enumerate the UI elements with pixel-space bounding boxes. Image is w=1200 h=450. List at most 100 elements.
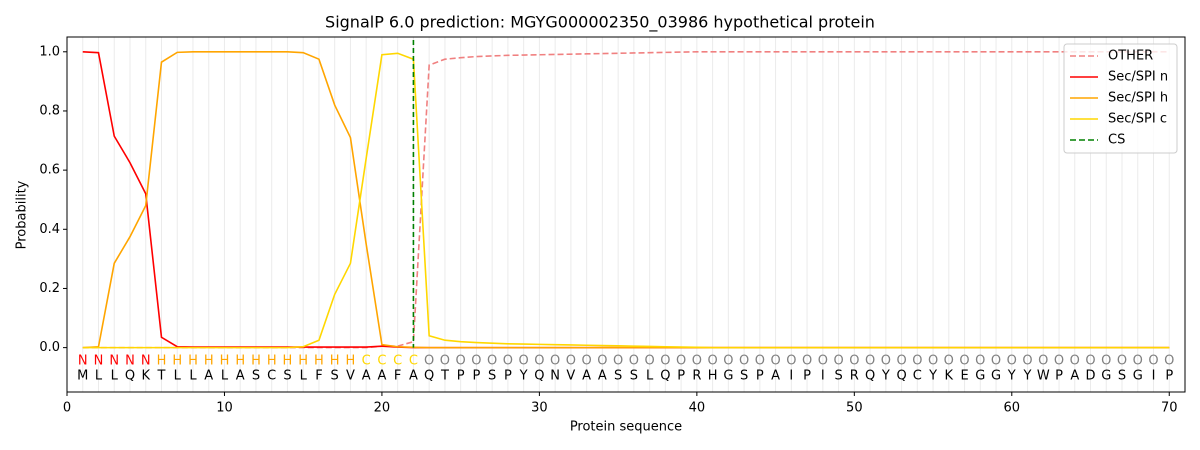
residue: T xyxy=(440,369,449,384)
residue: P xyxy=(457,369,465,384)
residue-label: H xyxy=(283,354,293,369)
series-line xyxy=(82,50,1170,349)
residue-label: O xyxy=(660,354,670,369)
residue-label: H xyxy=(157,354,167,369)
legend-label: CS xyxy=(1108,133,1125,148)
residue-label: O xyxy=(456,354,466,369)
residue-label: H xyxy=(346,354,356,369)
residue: P xyxy=(756,369,764,384)
residue-label: C xyxy=(409,354,418,369)
residue-label: O xyxy=(645,354,655,369)
residue: S xyxy=(252,369,260,384)
residue: A xyxy=(204,369,213,384)
residue: Q xyxy=(125,369,135,384)
residue: A xyxy=(377,369,386,384)
legend-label: Sec/SPI n xyxy=(1108,70,1168,85)
residue: S xyxy=(331,369,339,384)
residue-label: C xyxy=(393,354,402,369)
residue: Y xyxy=(519,369,528,384)
legend-label: Sec/SPI c xyxy=(1108,112,1167,127)
residue-label: O xyxy=(896,354,906,369)
residue-label: O xyxy=(881,354,891,369)
residue: R xyxy=(692,369,701,384)
residue-label: O xyxy=(770,354,780,369)
residue: V xyxy=(346,369,355,384)
residue-label: O xyxy=(1085,354,1095,369)
residue: I xyxy=(1152,369,1156,384)
residue-label: O xyxy=(723,354,733,369)
residue: G xyxy=(723,369,733,384)
legend-box xyxy=(1063,43,1178,154)
residue-label: O xyxy=(755,354,765,369)
residue: Q xyxy=(896,369,906,384)
residue: M xyxy=(77,369,88,384)
x-tick-label: 60 xyxy=(1004,401,1021,416)
residue-label: O xyxy=(519,354,529,369)
residue: P xyxy=(472,369,480,384)
y-tick-label: 0.0 xyxy=(39,340,60,355)
residue: S xyxy=(1118,369,1126,384)
residue: A xyxy=(771,369,780,384)
residue: A xyxy=(582,369,591,384)
residue-label: O xyxy=(944,354,954,369)
residue: A xyxy=(598,369,607,384)
residue-label: O xyxy=(833,354,843,369)
residue: L xyxy=(174,369,182,384)
residue-label: O xyxy=(503,354,513,369)
residue-label: H xyxy=(314,354,324,369)
y-tick-label: 0.4 xyxy=(39,222,60,237)
residue-label: H xyxy=(251,354,261,369)
residue: F xyxy=(394,369,401,384)
y-tick-label: 1.0 xyxy=(39,44,60,59)
residue-label: O xyxy=(739,354,749,369)
residue-label: H xyxy=(204,354,214,369)
residue-label: O xyxy=(550,354,560,369)
x-tick-label: 20 xyxy=(374,401,391,416)
residue-label: H xyxy=(267,354,277,369)
residue-label: H xyxy=(188,354,198,369)
residue-label: O xyxy=(707,354,717,369)
residue: S xyxy=(283,369,291,384)
residue-label: N xyxy=(109,354,119,369)
residue: S xyxy=(740,369,748,384)
residue: S xyxy=(488,369,496,384)
residue: S xyxy=(614,369,622,384)
residue-label: N xyxy=(78,354,88,369)
x-axis-label: Protein sequence xyxy=(570,420,682,435)
residue: L xyxy=(300,369,308,384)
residue: T xyxy=(157,369,166,384)
residue: Q xyxy=(660,369,670,384)
y-tick-label: 0.6 xyxy=(39,163,60,178)
x-tick-label: 0 xyxy=(63,401,71,416)
residue: Y xyxy=(1007,369,1016,384)
legend-label: OTHER xyxy=(1108,49,1153,64)
residue: L xyxy=(221,369,229,384)
residue: R xyxy=(850,369,859,384)
residue: L xyxy=(646,369,654,384)
residue-label: O xyxy=(1054,354,1064,369)
residue: C xyxy=(267,369,276,384)
residue-label: O xyxy=(534,354,544,369)
residue: P xyxy=(1165,369,1173,384)
residue-label: O xyxy=(676,354,686,369)
residue-label: O xyxy=(849,354,859,369)
plot-frame xyxy=(66,36,1186,393)
residue: Q xyxy=(424,369,434,384)
legend-label: Sec/SPI h xyxy=(1108,91,1168,106)
residue-label: O xyxy=(991,354,1001,369)
residue: Q xyxy=(865,369,875,384)
residue: G xyxy=(991,369,1001,384)
residue: V xyxy=(566,369,575,384)
residue-label: O xyxy=(1164,354,1174,369)
residue: Q xyxy=(534,369,544,384)
residue: K xyxy=(141,369,150,384)
residue-label: O xyxy=(487,354,497,369)
residue-label: O xyxy=(912,354,922,369)
residue-label: C xyxy=(362,354,371,369)
residue-label: N xyxy=(125,354,135,369)
residue-label: O xyxy=(802,354,812,369)
residue-label: O xyxy=(692,354,702,369)
x-tick-label: 30 xyxy=(531,401,548,416)
residue: A xyxy=(236,369,245,384)
